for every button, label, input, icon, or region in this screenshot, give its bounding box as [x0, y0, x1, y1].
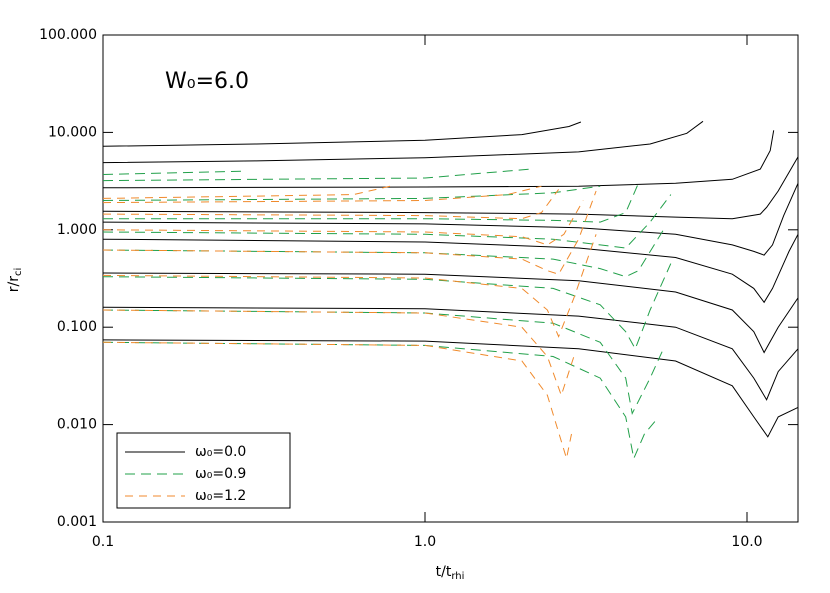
x-axis-label-sub: rhi: [451, 571, 464, 582]
legend-label: ω₀=0.9: [195, 466, 246, 482]
y-axis-label: r/rci: [6, 268, 24, 293]
plot-frame: [102, 34, 799, 523]
y-tick-label: 100.000: [39, 27, 97, 43]
x-tick-label: 0.1: [92, 534, 114, 550]
y-tick-label: 10.000: [48, 124, 97, 140]
x-axis-label: t/trhi: [436, 564, 465, 582]
legend-label: ω₀=1.2: [195, 488, 246, 504]
y-axis-label-main: r/r: [6, 276, 22, 292]
x-tick-label: 10.0: [731, 534, 762, 550]
series-line: [102, 120, 799, 438]
series-line: [102, 185, 597, 459]
y-tick-label: 0.010: [57, 417, 97, 433]
y-tick-label: 1.000: [57, 222, 97, 238]
annotation: W₀=6.0: [165, 69, 249, 94]
series-line: [102, 168, 672, 461]
x-axis-label-main: t/t: [436, 564, 452, 580]
y-axis-label-sub: ci: [13, 268, 24, 276]
y-tick-label: 0.100: [57, 319, 97, 335]
y-tick-label: 0.001: [57, 514, 97, 530]
x-tick-label: 1.0: [414, 534, 436, 550]
legend-label: ω₀=0.0: [195, 444, 246, 460]
